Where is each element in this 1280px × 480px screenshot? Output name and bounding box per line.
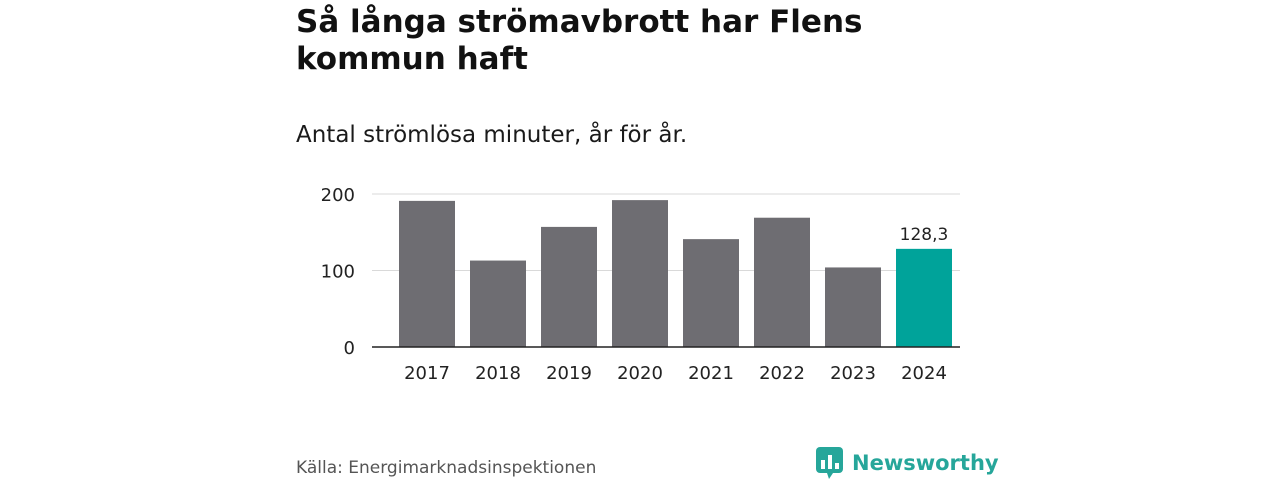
y-tick-label: 200 <box>321 185 355 206</box>
bar-chart: 0 100 200 2017 2018 2019 2020 2021 2022 2023 2024 1… <box>321 185 960 384</box>
y-tick-label: 0 <box>344 338 355 359</box>
chart-title: Så långa strömavbrott har Flens kommun h… <box>296 4 863 77</box>
source-note: Källa: Energimarknadsinspektionen <box>296 458 597 478</box>
bar <box>470 260 526 347</box>
bar <box>399 200 455 347</box>
bar <box>825 267 881 347</box>
brand-name: Newsworthy <box>852 451 999 475</box>
x-tick-label: 2024 <box>901 363 947 384</box>
x-tick-label: 2019 <box>546 363 592 384</box>
bar <box>896 248 952 347</box>
chart-subtitle: Antal strömlösa minuter, år för år. <box>296 122 688 148</box>
bar <box>612 200 668 347</box>
newsworthy-logo: Newsworthy <box>815 446 999 480</box>
x-tick-label: 2020 <box>617 363 663 384</box>
x-tick-label: 2018 <box>475 363 521 384</box>
bar <box>754 217 810 347</box>
bar <box>541 226 597 347</box>
x-tick-label: 2022 <box>759 363 805 384</box>
x-tick-label: 2017 <box>404 363 450 384</box>
y-tick-label: 100 <box>321 262 355 283</box>
newsworthy-logo-icon <box>816 447 843 479</box>
bar <box>683 239 739 347</box>
data-label: 128,3 <box>900 225 949 245</box>
x-tick-label: 2021 <box>688 363 734 384</box>
x-tick-label: 2023 <box>830 363 876 384</box>
